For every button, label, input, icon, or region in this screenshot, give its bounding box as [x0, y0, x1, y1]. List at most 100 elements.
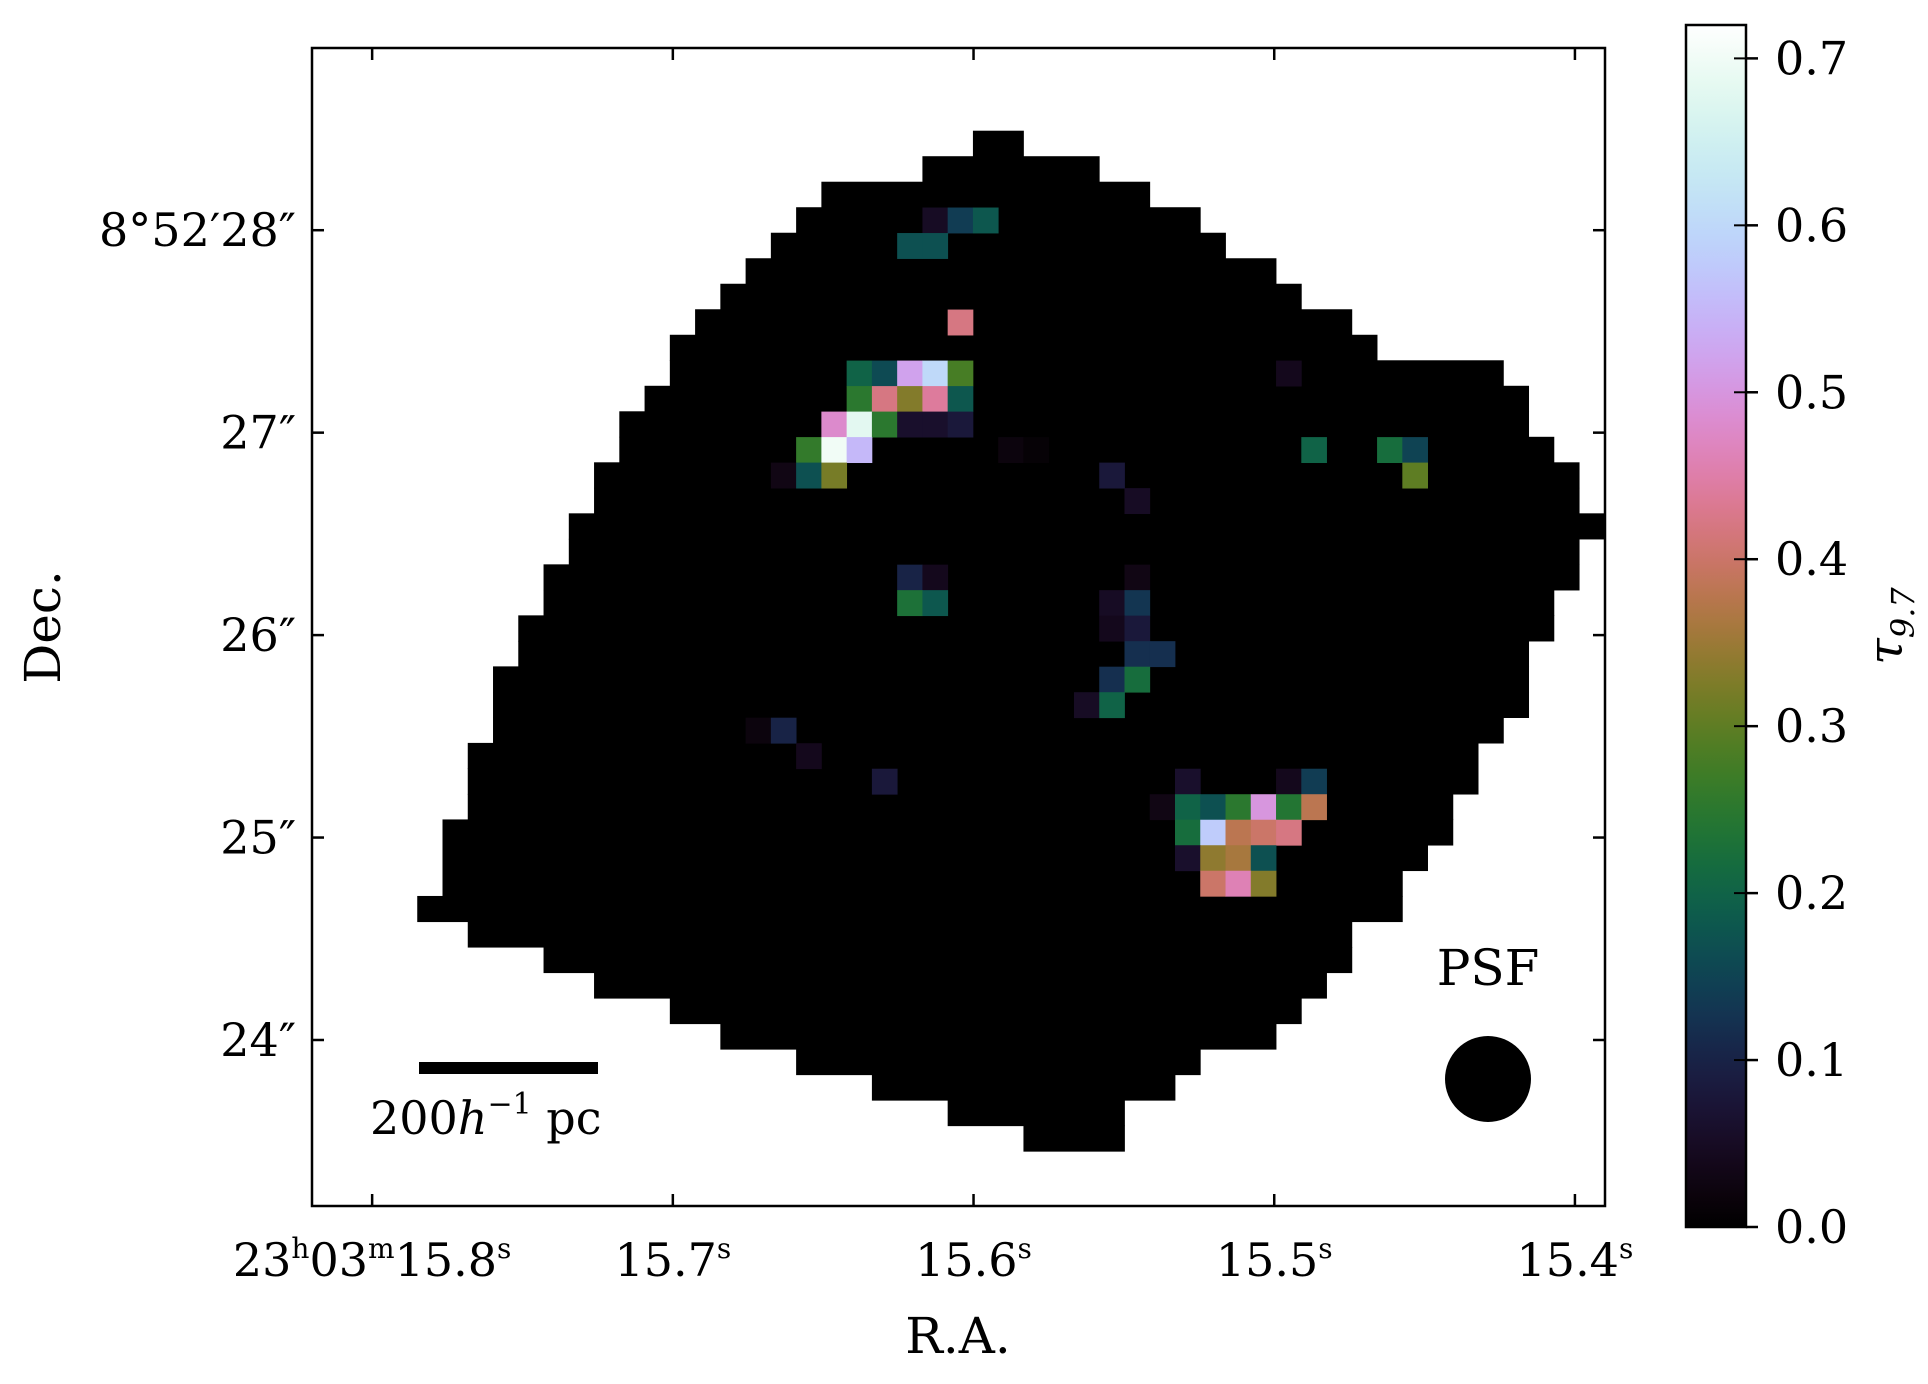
map-pixel — [1402, 462, 1428, 489]
map-pixel — [1149, 641, 1176, 668]
map-pixel — [998, 437, 1024, 464]
colorbar-tick-label: 0.5 — [1775, 365, 1848, 419]
colorbar-tick-label: 0.7 — [1775, 31, 1848, 85]
map-pixel — [1175, 845, 1201, 872]
map-footprint-row — [619, 411, 1530, 438]
map-pixel — [846, 386, 873, 412]
map-pixel — [1276, 768, 1302, 795]
map-pixel — [1250, 870, 1277, 897]
map-pixel — [871, 768, 898, 795]
y-tick-label: 25″ — [220, 811, 296, 865]
map-pixel — [922, 386, 949, 412]
map-pixel — [897, 564, 923, 591]
x-tick-label: 15.5s — [1216, 1232, 1333, 1287]
map-pixels — [417, 130, 1605, 1152]
map-pixel — [1124, 641, 1151, 668]
map-pixel — [1073, 692, 1100, 719]
colorbar-tick-label: 0.4 — [1775, 532, 1848, 586]
x-tick-label: 23h03m15.8s — [233, 1232, 512, 1287]
map-pixel — [1124, 615, 1151, 642]
map-footprint-row — [1023, 1125, 1125, 1152]
map-pixel — [1175, 819, 1201, 846]
map-footprint-row — [594, 462, 1580, 489]
map-footprint-row — [493, 691, 1530, 718]
y-axis-title: Dec. — [14, 570, 72, 684]
map-pixel — [1099, 615, 1125, 642]
map-pixel — [871, 360, 898, 387]
map-footprint-row — [518, 615, 1555, 642]
psf-label: PSF — [1437, 939, 1540, 997]
map-pixel — [972, 207, 999, 234]
map-pixel — [947, 207, 974, 234]
map-pixel — [1099, 462, 1125, 489]
map-pixel — [1276, 819, 1302, 846]
x-tick-label: 15.4s — [1517, 1232, 1634, 1287]
map-pixel — [922, 590, 949, 617]
map-pixel — [1200, 794, 1226, 821]
map-pixel — [947, 386, 974, 412]
map-footprint-row — [543, 564, 1580, 591]
map-footprint-row — [669, 360, 1504, 387]
map-footprint-row — [417, 895, 1403, 923]
map-pixel — [796, 743, 822, 770]
map-pixel — [1276, 794, 1302, 821]
map-pixel — [922, 564, 949, 591]
map-pixel — [745, 717, 772, 744]
y-tick-label: 24″ — [220, 1013, 296, 1067]
map-pixel — [1200, 870, 1226, 897]
map-footprint-row — [720, 283, 1302, 310]
map-pixel — [1099, 666, 1125, 693]
map-pixel — [922, 233, 949, 259]
map-footprint-row — [568, 538, 1580, 565]
map-pixel — [1250, 794, 1277, 821]
map-pixel — [1225, 819, 1252, 846]
map-footprint-row — [594, 487, 1580, 514]
map-footprint-row — [796, 1049, 1201, 1076]
x-tick-label: 15.6s — [915, 1232, 1032, 1287]
map-pixel — [796, 462, 822, 489]
map-footprint-row — [543, 589, 1555, 616]
map-pixel — [770, 717, 797, 744]
y-tick-label: 26″ — [220, 608, 296, 662]
map-pixel — [821, 462, 848, 489]
map-footprint-row — [543, 946, 1353, 974]
map-footprint-row — [821, 181, 1151, 208]
map-footprint-row — [644, 385, 1530, 412]
map-pixel — [1225, 794, 1252, 821]
colorbar-tick-label: 0.2 — [1775, 866, 1848, 920]
psf-beam — [1445, 1036, 1531, 1122]
map-pixel — [1301, 794, 1327, 821]
map-pixel — [796, 437, 822, 464]
map-pixel — [1301, 437, 1327, 464]
map-pixel — [947, 309, 974, 336]
map-footprint-row — [972, 130, 1024, 157]
map-pixel — [1402, 437, 1428, 464]
colorbar-tick-label: 0.3 — [1775, 699, 1848, 753]
map-footprint-row — [493, 717, 1504, 744]
map-pixel — [821, 437, 848, 464]
map-pixel — [1175, 768, 1201, 795]
map-pixel — [897, 590, 923, 617]
map-pixel — [1124, 564, 1151, 591]
map-footprint-row — [871, 1074, 1176, 1101]
map-pixel — [1124, 488, 1151, 515]
map-pixel — [1023, 437, 1050, 464]
map-pixel — [922, 207, 949, 234]
map-footprint-row — [695, 309, 1353, 336]
map-footprint-row — [922, 156, 1100, 183]
y-tick-label: 27″ — [220, 406, 296, 460]
map-pixel — [1124, 590, 1151, 617]
map-pixel — [871, 386, 898, 412]
axes: 23h03m15.8s 15.7s 15.6s 15.5s 15.4s 8°52′28″ 2… — [99, 48, 1633, 1287]
map-footprint-row — [669, 334, 1378, 361]
map-pixel — [846, 360, 873, 387]
map-footprint-row — [467, 742, 1479, 770]
map-footprint-row — [947, 1100, 1125, 1127]
map-pixel — [947, 360, 974, 387]
map-footprint-row — [467, 921, 1353, 948]
colorbar-title: τ9.7 — [1858, 587, 1922, 665]
map-footprint-row — [770, 232, 1226, 259]
map-pixel — [846, 437, 873, 464]
colorbar-tick-label: 0.6 — [1775, 198, 1848, 252]
